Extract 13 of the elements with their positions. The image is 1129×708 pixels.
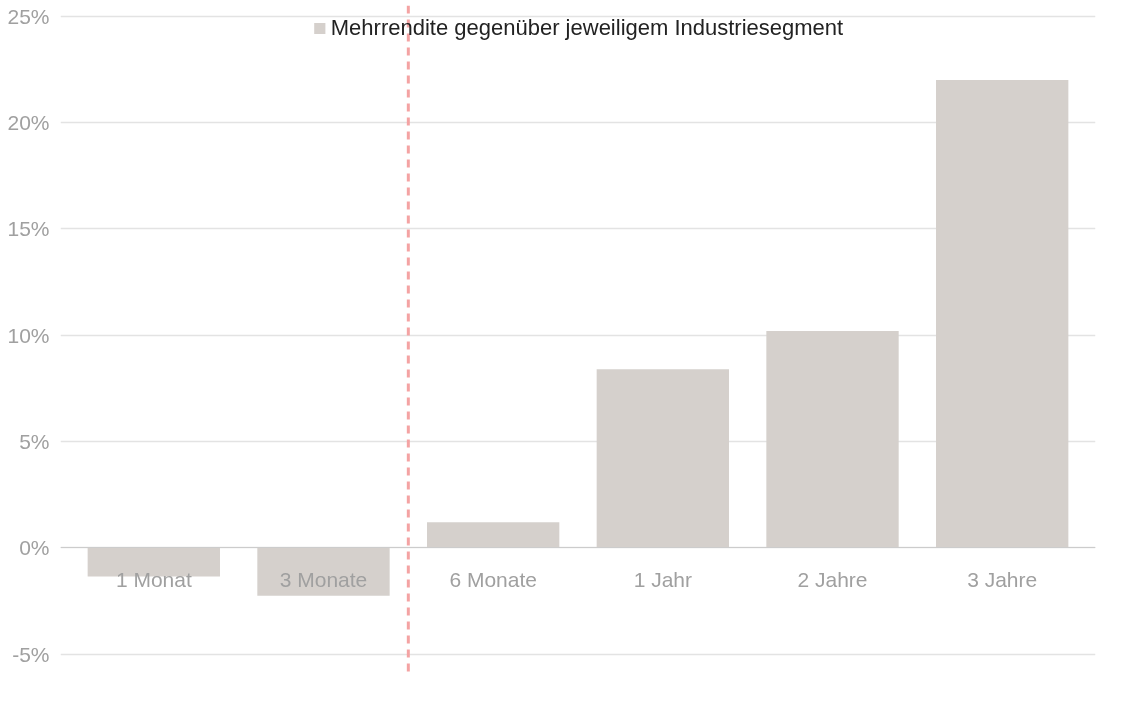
x-tick-label: 2 Jahre [797, 567, 868, 591]
y-tick-label: -5% [12, 642, 50, 666]
y-tick-label: 15% [7, 217, 50, 241]
y-tick-label: 0% [19, 536, 50, 560]
x-tick-label: 1 Jahr [633, 567, 693, 591]
x-tick-label: 3 Jahre [967, 567, 1038, 591]
y-tick-label: 25% [7, 4, 50, 28]
y-tick-label: 10% [7, 323, 50, 347]
legend-label: Mehrrendite gegenüber jeweiligem Industriesegment [330, 15, 844, 41]
y-tick-label: 20% [7, 110, 50, 134]
x-tick-label: 1 Monat [115, 567, 192, 591]
y-tick-label: 5% [19, 430, 50, 454]
x-tick-label: 6 Monate [449, 567, 537, 591]
